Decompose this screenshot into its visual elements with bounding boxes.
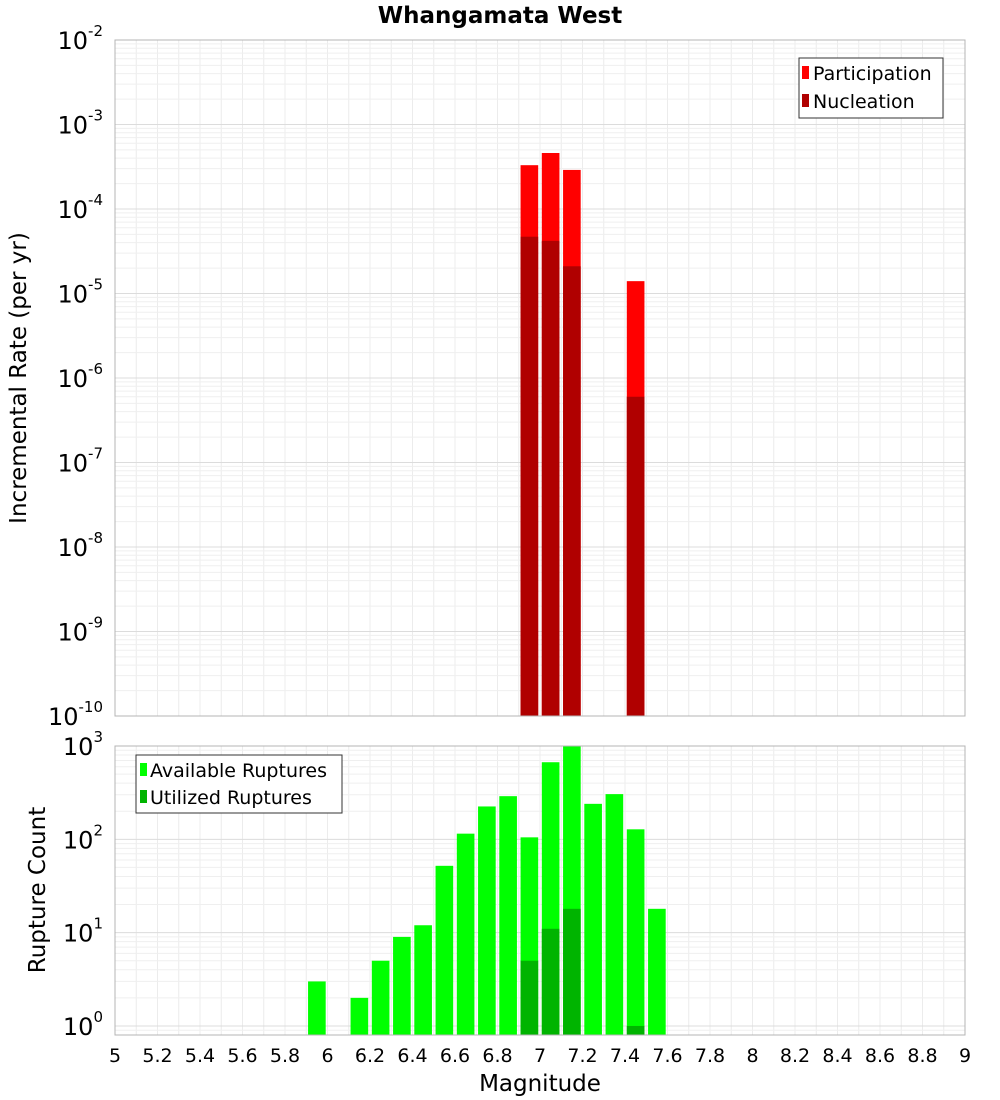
bar-nucleation [520,236,539,716]
legend-label-available-ruptures: Available Ruptures [150,760,327,782]
bar-available-ruptures [499,796,517,1035]
legend-swatch-participation [802,66,809,79]
x-tick-label: 7 [534,1045,546,1067]
legend-swatch-available-ruptures [140,763,147,776]
top-y-axis-title: Incremental Rate (per yr) [6,232,32,524]
top-y-tick-label: 10-2 [57,22,103,55]
top-plot-frame [114,39,966,717]
bottom-legend: Available Ruptures Utilized Ruptures [135,754,343,814]
x-tick-label: 8.8 [907,1045,937,1067]
bottom-y-tick-label: 100 [63,1008,103,1041]
bottom-x-tick-labels: 5 5.2 5.4 5.6 5.8 6 6.2 6.4 6.6 6.8 7 7.2 7.4 7.6 7.8 8… [109,1045,971,1067]
bottom-y-tick-label: 102 [63,821,103,854]
x-tick-label: 5.2 [142,1045,172,1067]
x-tick-label: 6.2 [355,1045,385,1067]
top-y-tick-label: 10-10 [48,698,103,731]
bottom-y-axis-title: Rupture Count [25,807,51,973]
top-y-tick-label: 10-6 [57,360,103,393]
bottom-y-tick-label: 103 [63,728,103,761]
top-plot-grid [115,40,965,716]
x-tick-label: 9 [959,1045,971,1067]
top-y-tick-label: 10-3 [57,107,103,140]
legend-swatch-nucleation [802,94,809,107]
x-tick-label: 8 [746,1045,758,1067]
bar-utilized-ruptures [520,960,539,1035]
x-tick-label: 7.4 [610,1045,640,1067]
top-plot-bars [520,152,645,717]
legend-label-nucleation: Nucleation [813,91,915,113]
top-y-tick-label: 10-4 [57,191,103,224]
bottom-plot-frame [114,745,966,1036]
bar-utilized-ruptures [563,908,581,1035]
x-tick-label: 7.6 [652,1045,682,1067]
x-tick-label: 7.2 [567,1045,597,1067]
bar-available-ruptures [435,865,454,1035]
bottom-y-tick-labels: 100 101 102 103 [63,728,103,1041]
legend-label-participation: Participation [813,63,932,85]
x-tick-label: 6.6 [440,1045,470,1067]
bar-available-ruptures [393,936,411,1035]
bar-available-ruptures [478,806,496,1035]
bar-available-ruptures [308,981,326,1035]
top-legend: Participation Nucleation [798,57,944,119]
chart-title: Whangamata West [378,3,622,29]
x-axis-title: Magnitude [479,1071,601,1097]
x-tick-label: 7.8 [695,1045,725,1067]
x-tick-label: 5.8 [270,1045,300,1067]
bar-utilized-ruptures [626,1025,645,1035]
bottom-plot: 100 101 102 103 5 5.2 5.4 5.6 5.8 6 6.2 6.4 6.6 6.8 7… [25,728,971,1097]
bottom-plot-bars [308,746,666,1035]
x-tick-label: 8.4 [822,1045,852,1067]
bar-nucleation [541,240,560,716]
bar-utilized-ruptures [541,928,560,1035]
legend-swatch-utilized-ruptures [140,790,147,803]
x-tick-label: 5.4 [185,1045,215,1067]
top-plot: 10-10 10-9 10-8 10-7 10-6 10-5 10-4 10-3 10-2 In… [6,22,966,731]
x-tick-label: 5 [109,1045,121,1067]
bottom-y-tick-label: 101 [63,915,103,948]
bottom-legend-box [135,754,343,814]
x-tick-label: 8.6 [865,1045,895,1067]
legend-label-utilized-ruptures: Utilized Ruptures [150,787,312,809]
top-y-tick-labels: 10-10 10-9 10-8 10-7 10-6 10-5 10-4 10-3 10-2 [48,22,103,731]
x-tick-label: 8.2 [780,1045,810,1067]
top-y-tick-label: 10-8 [57,529,103,562]
bar-available-ruptures [584,803,602,1035]
bar-available-ruptures [350,997,369,1035]
top-legend-box [798,57,944,119]
x-tick-label: 6.4 [397,1045,427,1067]
x-tick-label: 5.6 [227,1045,257,1067]
top-y-tick-label: 10-9 [57,614,103,647]
bar-available-ruptures [414,925,432,1035]
top-y-tick-label: 10-5 [57,276,103,309]
bar-nucleation [626,396,645,716]
bar-available-ruptures [605,794,624,1035]
x-tick-label: 6.8 [482,1045,512,1067]
bar-available-ruptures [371,960,390,1035]
bar-nucleation [563,266,581,716]
bar-available-ruptures [456,833,475,1035]
bar-available-ruptures [648,908,666,1035]
top-y-tick-label: 10-7 [57,445,103,478]
x-tick-label: 6 [321,1045,333,1067]
bar-available-ruptures [626,829,645,1035]
